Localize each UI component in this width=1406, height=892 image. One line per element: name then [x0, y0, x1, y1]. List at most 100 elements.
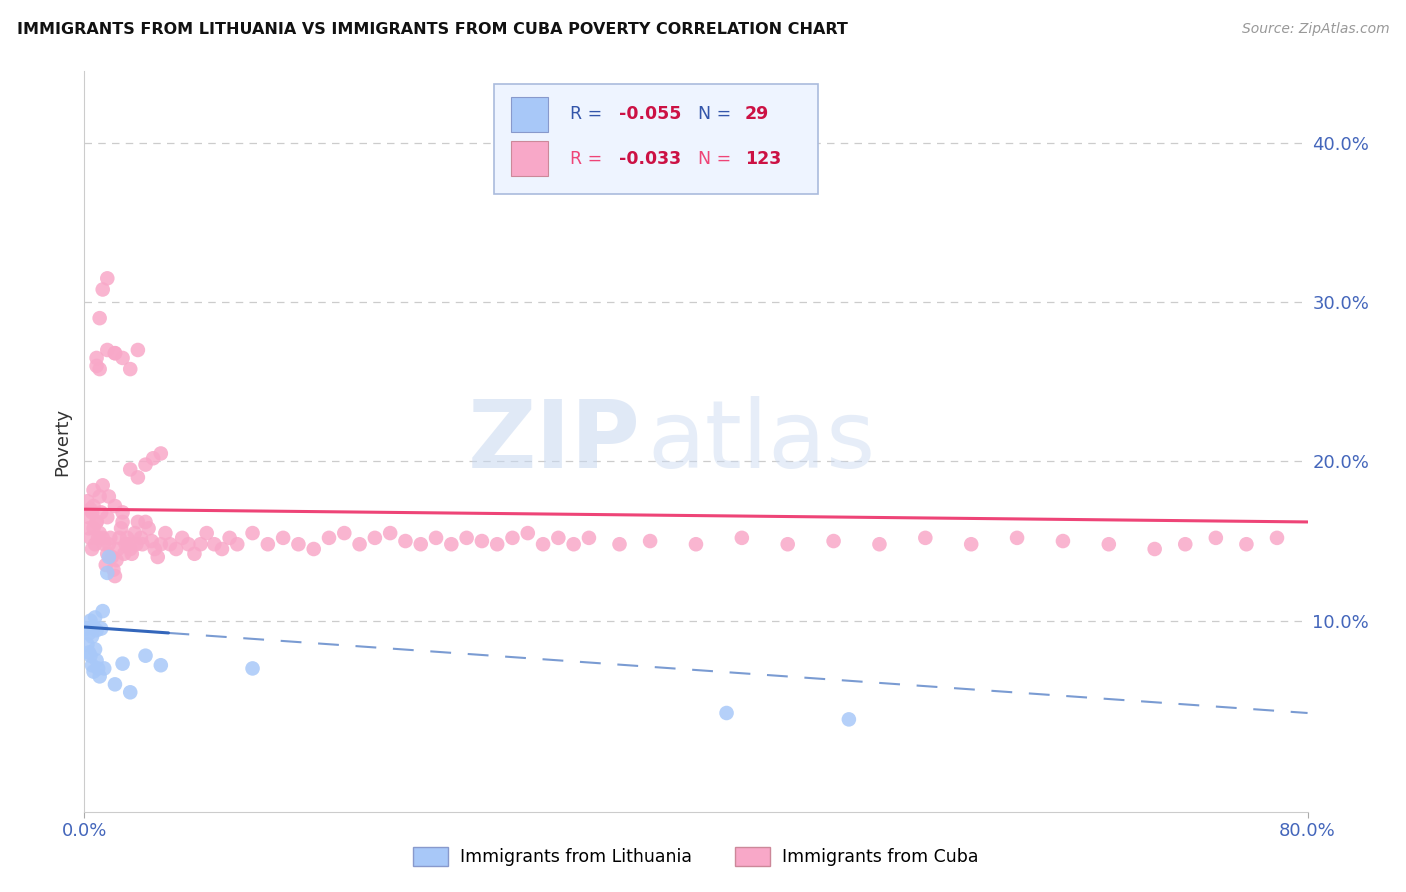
Point [155, 526, 177, 541]
Point [80, 505, 103, 519]
Point [149, 446, 172, 460]
Point [104, 346, 127, 360]
Point [149, 658, 172, 673]
Point [1174, 537, 1197, 551]
Point [135, 648, 157, 663]
Point [127, 470, 149, 484]
Text: R =: R = [569, 105, 607, 123]
Point [89, 669, 111, 683]
Point [91, 531, 114, 545]
Point [409, 537, 432, 551]
Point [609, 537, 631, 551]
Point [149, 537, 172, 551]
Point [638, 534, 661, 549]
Point [195, 526, 218, 541]
Point [112, 547, 135, 561]
Text: Source: ZipAtlas.com: Source: ZipAtlas.com [1241, 22, 1389, 37]
Point [89, 490, 111, 504]
Point [440, 537, 463, 551]
Text: -0.033: -0.033 [619, 150, 681, 168]
Point [89, 362, 111, 376]
Point [211, 541, 233, 556]
FancyBboxPatch shape [494, 84, 818, 194]
Point [83, 665, 105, 679]
Text: R =: R = [569, 150, 607, 168]
Point [111, 505, 134, 519]
Point [83, 521, 105, 535]
Point [349, 537, 371, 551]
Point [86, 653, 108, 667]
Point [96, 547, 118, 561]
Point [120, 541, 142, 556]
Point [776, 537, 799, 551]
Point [165, 541, 187, 556]
Point [257, 537, 280, 551]
Point [380, 526, 402, 541]
Point [960, 537, 983, 551]
Y-axis label: Poverty: Poverty [53, 408, 72, 475]
Point [914, 531, 936, 545]
Point [394, 534, 416, 549]
Point [104, 499, 127, 513]
Point [202, 537, 225, 551]
Point [104, 677, 127, 691]
Point [138, 521, 160, 535]
Text: 123: 123 [745, 150, 782, 168]
Point [1143, 541, 1166, 556]
Point [118, 537, 141, 551]
Point [97, 549, 120, 564]
Point [86, 351, 108, 365]
Point [77, 510, 100, 524]
Bar [512, 141, 548, 177]
Point [90, 622, 112, 636]
Point [86, 515, 108, 529]
Point [83, 483, 105, 497]
Text: IMMIGRANTS FROM LITHUANIA VS IMMIGRANTS FROM CUBA POVERTY CORRELATION CHART: IMMIGRANTS FROM LITHUANIA VS IMMIGRANTS … [17, 22, 848, 37]
Point [869, 537, 891, 551]
Point [101, 549, 124, 564]
Point [302, 541, 325, 556]
Point [271, 531, 294, 545]
Point [105, 553, 128, 567]
Point [75, 622, 97, 636]
Point [96, 343, 118, 357]
Point [84, 537, 107, 551]
Point [86, 624, 108, 638]
Point [80, 541, 103, 556]
Point [190, 537, 212, 551]
Point [242, 661, 264, 675]
Point [87, 531, 110, 545]
Point [1205, 531, 1227, 545]
Point [80, 630, 103, 644]
Bar [512, 96, 548, 132]
Point [120, 462, 142, 476]
Point [562, 537, 585, 551]
Point [98, 531, 121, 545]
Point [76, 494, 98, 508]
Point [333, 526, 356, 541]
Point [141, 534, 163, 549]
Point [124, 526, 146, 541]
Point [125, 537, 148, 551]
Point [114, 537, 136, 551]
Point [96, 566, 118, 580]
Point [731, 531, 754, 545]
Point [425, 531, 447, 545]
Point [129, 531, 152, 545]
Point [94, 558, 117, 572]
Point [1236, 537, 1258, 551]
Point [77, 626, 100, 640]
Point [471, 534, 494, 549]
Point [172, 531, 194, 545]
Point [77, 521, 100, 535]
Point [115, 531, 138, 545]
Text: N =: N = [699, 105, 737, 123]
Point [456, 531, 478, 545]
Point [90, 505, 112, 519]
Point [83, 499, 105, 513]
Point [93, 537, 115, 551]
Point [1098, 537, 1121, 551]
Point [516, 526, 538, 541]
Point [131, 537, 153, 551]
Point [142, 451, 165, 466]
